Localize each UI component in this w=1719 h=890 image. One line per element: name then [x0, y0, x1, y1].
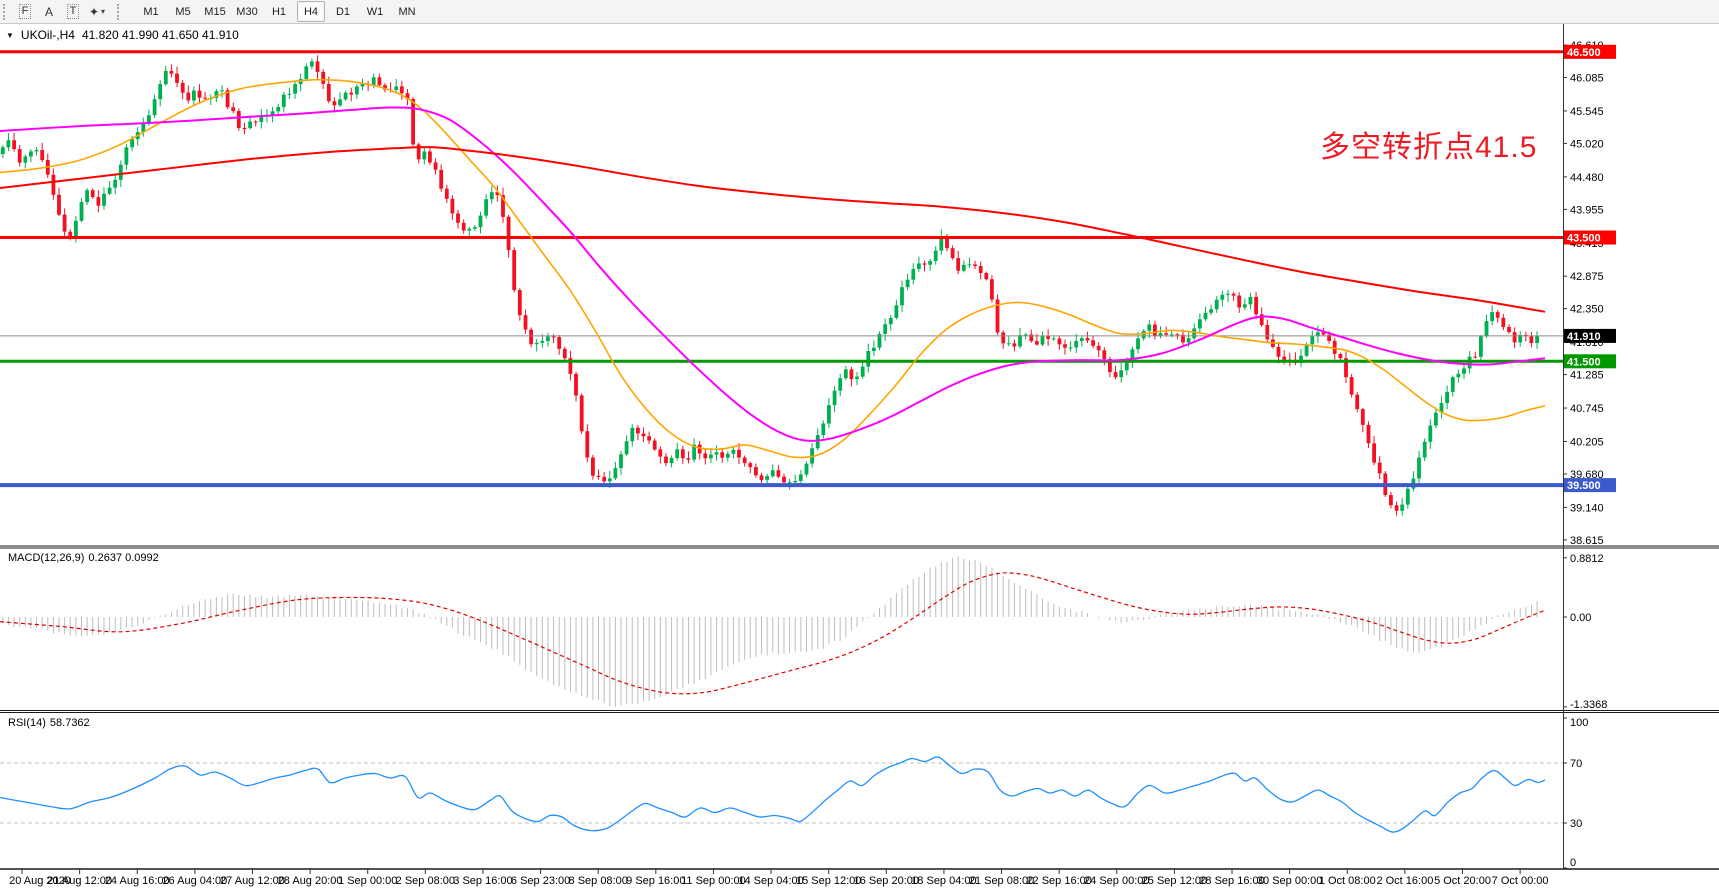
svg-text:26 Aug 04:00: 26 Aug 04:00 [162, 875, 227, 887]
svg-text:24 Sep 00:00: 24 Sep 00:00 [1084, 875, 1149, 887]
rsi-name: RSI(14) [8, 717, 46, 729]
svg-text:20 Aug 2020: 20 Aug 2020 [9, 875, 71, 887]
price-annotation-text[interactable]: 多空转折点41.5 [1320, 131, 1538, 164]
macd-indicator-label: MACD(12,26,9) 0.2637 0.0992 [8, 552, 159, 564]
svg-text:2 Oct 16:00: 2 Oct 16:00 [1376, 875, 1433, 887]
svg-text:39.500: 39.500 [1567, 480, 1601, 492]
moving-averages-layer [0, 78, 1546, 459]
svg-text:21 Sep 08:00: 21 Sep 08:00 [969, 875, 1034, 887]
svg-text:0.00: 0.00 [1570, 612, 1591, 624]
macd-signal-line [0, 572, 1546, 695]
svg-text:11 Sep 00:00: 11 Sep 00:00 [681, 875, 746, 887]
shapes-dropdown-icon[interactable]: ✦ ▾ [88, 4, 106, 19]
ma-magenta-line [0, 106, 1546, 442]
rsi-indicator-label: RSI(14) 58.7362 [8, 717, 90, 729]
timeframe-button-D1[interactable]: D1 [335, 5, 351, 18]
svg-text:100: 100 [1570, 717, 1588, 729]
timeframe-button-H4[interactable]: H4 [297, 1, 325, 22]
svg-text:1 Sep 00:00: 1 Sep 00:00 [338, 875, 397, 887]
toolbar: F A T ✦ ▾ M1 M5 M15 M30 H1 H4 D1 W1 MN [0, 0, 1719, 24]
svg-text:6 Sep 23:00: 6 Sep 23:00 [511, 875, 570, 887]
ohlc-quote-values: 41.820 41.990 41.650 41.910 [81, 28, 239, 42]
text-icon[interactable]: A [44, 4, 53, 19]
svg-text:45.545: 45.545 [1570, 106, 1604, 118]
panel-dividers[interactable] [0, 545, 1719, 713]
svg-text:45.020: 45.020 [1570, 138, 1604, 150]
candlestick-layer [0, 55, 1539, 516]
svg-text:22 Sep 16:00: 22 Sep 16:00 [1026, 875, 1091, 887]
timeframe-button-H1[interactable]: H1 [271, 5, 287, 18]
timeframe-button-M5[interactable]: M5 [175, 5, 191, 18]
symbol-timeframe-label: UKOil-,H4 [20, 28, 75, 42]
svg-text:15 Sep 12:00: 15 Sep 12:00 [796, 875, 861, 887]
timeframe-button-M15[interactable]: M15 [204, 5, 226, 18]
svg-text:5 Oct 20:00: 5 Oct 20:00 [1434, 875, 1491, 887]
macd-panel-layer [0, 556, 1546, 707]
svg-text:41.500: 41.500 [1567, 356, 1601, 368]
rsi-panel-layer [0, 756, 1563, 833]
svg-text:28 Sep 16:00: 28 Sep 16:00 [1199, 875, 1264, 887]
svg-text:0: 0 [1570, 857, 1576, 869]
svg-text:40.205: 40.205 [1570, 436, 1604, 448]
svg-text:44.480: 44.480 [1570, 172, 1604, 184]
price-axis[interactable]: 46.61046.08545.54545.02044.48043.95543.4… [0, 24, 1719, 870]
timeframe-button-W1[interactable]: W1 [366, 5, 384, 18]
svg-text:30: 30 [1570, 818, 1582, 830]
svg-text:27 Aug 12:00: 27 Aug 12:00 [220, 875, 285, 887]
svg-text:46.500: 46.500 [1567, 47, 1601, 59]
svg-text:24 Aug 16:00: 24 Aug 16:00 [105, 875, 170, 887]
svg-text:25 Sep 12:00: 25 Sep 12:00 [1142, 875, 1207, 887]
svg-text:3 Sep 16:00: 3 Sep 16:00 [453, 875, 512, 887]
svg-text:41.910: 41.910 [1567, 331, 1601, 343]
svg-text:30 Sep 00:00: 30 Sep 00:00 [1257, 875, 1322, 887]
svg-text:8 Sep 08:00: 8 Sep 08:00 [569, 875, 628, 887]
timeframe-button-MN[interactable]: MN [398, 5, 416, 18]
svg-text:38.615: 38.615 [1570, 535, 1604, 547]
timeframes-toolbar: M1 M5 M15 M30 H1 H4 D1 W1 MN [137, 1, 421, 22]
macd-values: 0.2637 0.0992 [88, 552, 159, 564]
svg-text:42.350: 42.350 [1570, 304, 1604, 316]
svg-text:14 Sep 04:00: 14 Sep 04:00 [738, 875, 803, 887]
svg-text:16 Sep 20:00: 16 Sep 20:00 [854, 875, 919, 887]
rsi-line [0, 756, 1546, 833]
chart-title: ▼ UKOil-,H4 41.820 41.990 41.650 41.910 [6, 28, 239, 42]
svg-text:70: 70 [1570, 758, 1582, 770]
svg-text:43.955: 43.955 [1570, 204, 1604, 216]
svg-text:2 Sep 08:00: 2 Sep 08:00 [396, 875, 455, 887]
fibonacci-icon[interactable]: F [15, 2, 35, 22]
svg-text:46.085: 46.085 [1570, 72, 1604, 84]
horizontal-price-lines[interactable] [0, 50, 1563, 488]
timeframe-button-M1[interactable]: M1 [143, 5, 159, 18]
svg-text:39.140: 39.140 [1570, 502, 1604, 514]
timeframes-drag-handle[interactable] [117, 3, 125, 20]
rsi-value: 58.7362 [49, 717, 90, 729]
svg-text:0.8812: 0.8812 [1570, 553, 1604, 565]
macd-name: MACD(12,26,9) [8, 552, 85, 564]
svg-text:7 Oct 00:00: 7 Oct 00:00 [1492, 875, 1549, 887]
svg-text:9 Sep 16:00: 9 Sep 16:00 [626, 875, 685, 887]
ma-red-line [0, 146, 1546, 313]
svg-text:40.745: 40.745 [1570, 403, 1604, 415]
svg-text:28 Aug 20:00: 28 Aug 20:00 [278, 875, 343, 887]
text-label-icon[interactable]: T [63, 2, 83, 22]
svg-text:1 Oct 08:00: 1 Oct 08:00 [1319, 875, 1376, 887]
svg-text:42.875: 42.875 [1570, 271, 1604, 283]
line-studies-toolbar: F A T ✦ ▾ [15, 2, 107, 22]
toolbar-drag-handle[interactable] [3, 3, 11, 20]
svg-text:43.500: 43.500 [1567, 233, 1601, 245]
chart-collapse-icon[interactable]: ▼ [6, 30, 14, 40]
svg-text:39.680: 39.680 [1570, 469, 1604, 481]
svg-text:18 Sep 04:00: 18 Sep 04:00 [911, 875, 976, 887]
ma-orange-line [0, 78, 1546, 459]
timeframe-button-M30[interactable]: M30 [236, 5, 258, 18]
svg-text:21 Aug 12:00: 21 Aug 12:00 [47, 875, 112, 887]
svg-text:41.285: 41.285 [1570, 370, 1604, 382]
svg-text:-1.3368: -1.3368 [1570, 699, 1607, 711]
